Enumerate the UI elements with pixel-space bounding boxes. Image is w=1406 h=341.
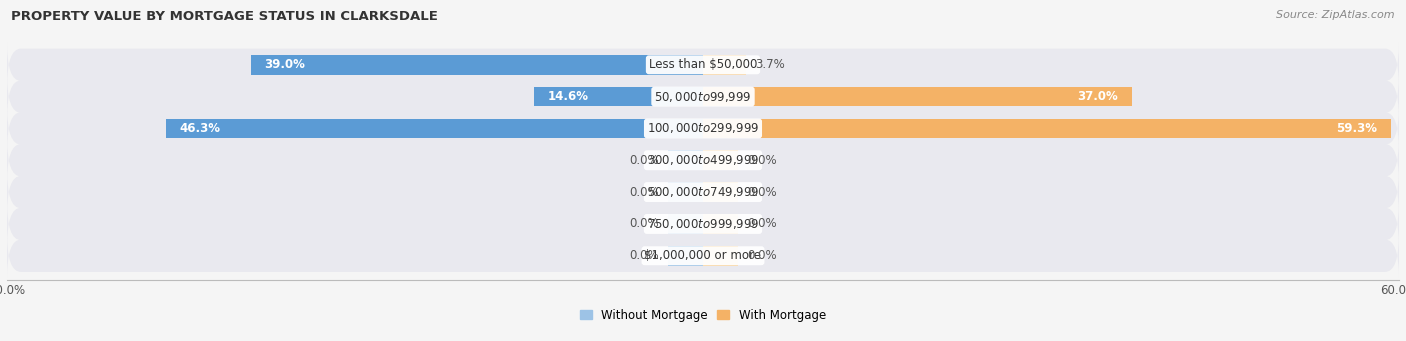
Text: 3.7%: 3.7% xyxy=(755,58,785,71)
Text: $750,000 to $999,999: $750,000 to $999,999 xyxy=(647,217,759,231)
Bar xyxy=(534,87,703,106)
FancyBboxPatch shape xyxy=(7,234,1399,278)
FancyBboxPatch shape xyxy=(7,75,1399,119)
Text: Less than $50,000: Less than $50,000 xyxy=(648,58,758,71)
Bar xyxy=(703,55,747,75)
Text: Source: ZipAtlas.com: Source: ZipAtlas.com xyxy=(1277,10,1395,20)
FancyBboxPatch shape xyxy=(7,170,1399,214)
Bar xyxy=(703,182,738,202)
Bar xyxy=(668,182,703,202)
Bar xyxy=(703,246,738,266)
Bar xyxy=(668,150,703,170)
Text: 39.0%: 39.0% xyxy=(264,58,305,71)
Bar xyxy=(166,119,703,138)
Text: 0.0%: 0.0% xyxy=(630,218,659,231)
Bar xyxy=(703,150,738,170)
Text: 14.6%: 14.6% xyxy=(547,90,589,103)
Legend: Without Mortgage, With Mortgage: Without Mortgage, With Mortgage xyxy=(575,304,831,326)
FancyBboxPatch shape xyxy=(7,138,1399,182)
FancyBboxPatch shape xyxy=(7,106,1399,150)
FancyBboxPatch shape xyxy=(7,43,1399,87)
Text: $500,000 to $749,999: $500,000 to $749,999 xyxy=(647,185,759,199)
Text: 59.3%: 59.3% xyxy=(1336,122,1376,135)
Text: 0.0%: 0.0% xyxy=(630,154,659,167)
Text: 0.0%: 0.0% xyxy=(747,154,776,167)
Text: 0.0%: 0.0% xyxy=(747,218,776,231)
Text: $100,000 to $299,999: $100,000 to $299,999 xyxy=(647,121,759,135)
Text: PROPERTY VALUE BY MORTGAGE STATUS IN CLARKSDALE: PROPERTY VALUE BY MORTGAGE STATUS IN CLA… xyxy=(11,10,439,23)
Bar xyxy=(668,214,703,234)
FancyBboxPatch shape xyxy=(7,202,1399,246)
Text: $300,000 to $499,999: $300,000 to $499,999 xyxy=(647,153,759,167)
Text: 46.3%: 46.3% xyxy=(180,122,221,135)
Bar xyxy=(668,246,703,266)
Text: 0.0%: 0.0% xyxy=(747,186,776,198)
Text: $1,000,000 or more: $1,000,000 or more xyxy=(644,249,762,262)
Text: 37.0%: 37.0% xyxy=(1077,90,1118,103)
Bar xyxy=(703,119,1391,138)
Text: 0.0%: 0.0% xyxy=(630,249,659,262)
Bar xyxy=(703,87,1132,106)
Text: 0.0%: 0.0% xyxy=(630,186,659,198)
Text: 0.0%: 0.0% xyxy=(747,249,776,262)
Bar xyxy=(703,214,738,234)
Text: $50,000 to $99,999: $50,000 to $99,999 xyxy=(654,90,752,104)
Bar xyxy=(250,55,703,75)
